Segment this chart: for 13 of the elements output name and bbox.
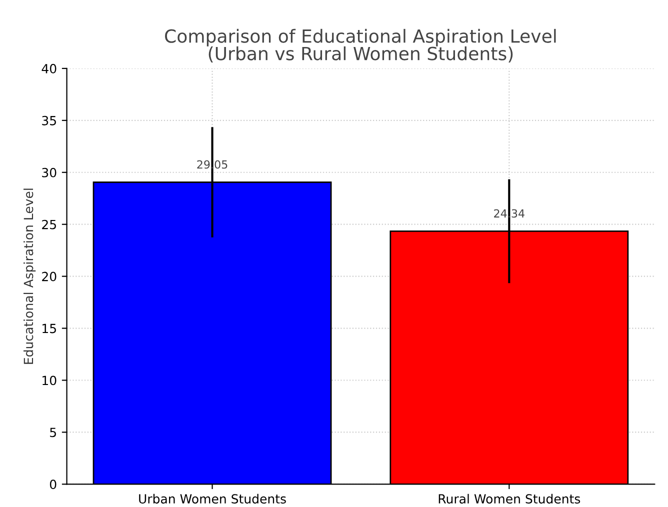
y-tick-label: 15 (42, 324, 56, 334)
x-tick-label: Urban Women Students (139, 494, 286, 504)
y-tick-label: 40 (42, 64, 56, 74)
y-tick-label: 20 (42, 272, 56, 282)
y-tick-label: 25 (42, 220, 56, 230)
y-tick-label: 5 (50, 428, 56, 438)
y-tick-label: 35 (42, 116, 56, 126)
y-axis-title: Educational Aspiration Level (24, 188, 36, 364)
x-tick-label: Rural Women Students (438, 494, 580, 504)
y-tick-label: 10 (42, 376, 56, 386)
y-tick-label: 0 (50, 480, 56, 490)
chart-title: Comparison of Educational Aspiration Level (Urban vs Rural Women Students) (165, 28, 556, 62)
y-tick-label: 30 (42, 168, 56, 178)
